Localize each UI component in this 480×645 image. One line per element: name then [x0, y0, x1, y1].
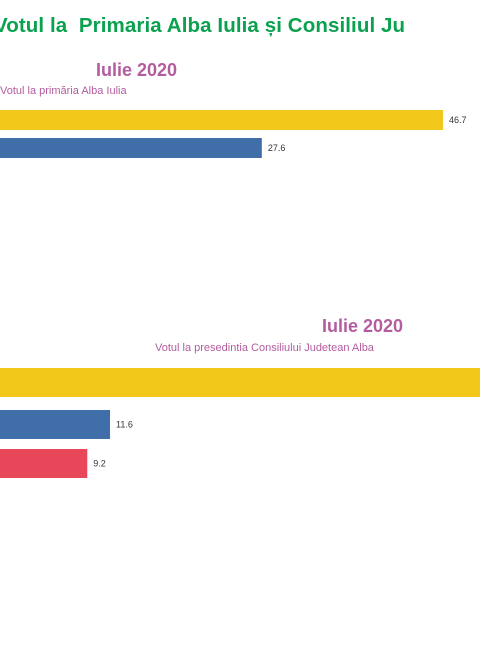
chart2-bar-3-value-label: 9.2: [93, 459, 106, 469]
chart2-period: Iulie 2020: [322, 316, 404, 336]
chart1-bar-1: [0, 110, 444, 130]
chart2-bar-2: [0, 410, 111, 439]
chart2-bar-3: [0, 449, 88, 478]
chart1-subtitle: Votul la primăria Alba Iulia: [0, 85, 127, 97]
chart-title: Votul la Primaria Alba Iulia și Consiliu…: [0, 14, 406, 37]
chart2-bar-2-value-label: 11.6: [116, 420, 133, 430]
chart1-plot: 46.7 27.6: [0, 110, 467, 158]
chart1-bar-2: [0, 138, 262, 158]
chart2-subtitle: Votul la presedintia Consiliului Judetea…: [155, 342, 374, 354]
chart1-bar-2-value-label: 27.6: [268, 143, 286, 153]
chart2-bar-1: [0, 368, 480, 397]
chart1-bar-1-value-label: 46.7: [449, 115, 467, 125]
chart1-period: Iulie 2020: [96, 60, 178, 80]
chart2-plot: 11.6 9.2: [0, 368, 480, 478]
